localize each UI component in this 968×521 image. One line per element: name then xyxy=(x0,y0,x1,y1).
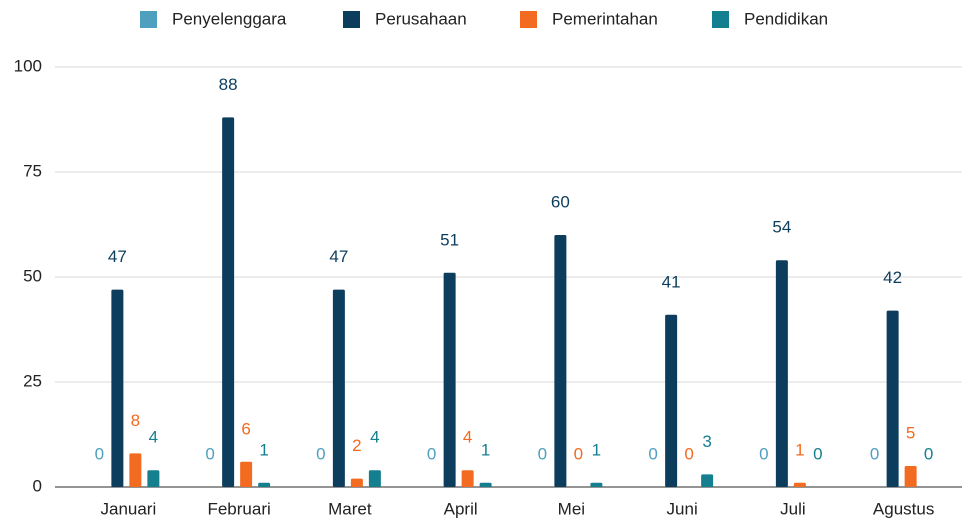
x-tick-label: Januari xyxy=(100,499,156,518)
legend-label: Perusahaan xyxy=(375,9,467,28)
legend-swatch xyxy=(520,11,537,28)
bar xyxy=(479,482,492,487)
data-label: 5 xyxy=(906,423,915,442)
legend-label: Pemerintahan xyxy=(552,9,658,28)
data-label: 0 xyxy=(813,444,822,463)
data-label: 1 xyxy=(795,440,804,459)
data-label: 4 xyxy=(370,428,379,447)
bar xyxy=(350,478,363,487)
data-label: 0 xyxy=(538,444,547,463)
legend-label: Penyelenggara xyxy=(172,9,287,28)
bar xyxy=(258,482,271,487)
bar xyxy=(904,466,917,487)
x-tick-label: Juli xyxy=(780,499,806,518)
bar xyxy=(147,470,160,487)
data-label: 0 xyxy=(95,444,104,463)
x-tick-label: Agustus xyxy=(873,499,934,518)
data-label: 0 xyxy=(684,444,693,463)
data-label: 0 xyxy=(870,444,879,463)
data-label: 4 xyxy=(149,428,158,447)
legend-label: Pendidikan xyxy=(744,9,828,28)
bar xyxy=(332,289,345,487)
data-label: 0 xyxy=(759,444,768,463)
legend-swatch xyxy=(343,11,360,28)
data-label: 0 xyxy=(648,444,657,463)
data-label: 0 xyxy=(574,444,583,463)
data-label: 0 xyxy=(205,444,214,463)
bar xyxy=(111,289,124,487)
data-label: 0 xyxy=(427,444,436,463)
bar xyxy=(443,272,456,487)
y-tick-label: 50 xyxy=(23,266,42,285)
data-label: 47 xyxy=(108,247,127,266)
y-tick-label: 100 xyxy=(14,56,42,75)
y-tick-label: 0 xyxy=(33,476,42,495)
bar xyxy=(240,461,253,487)
bar xyxy=(775,260,788,487)
y-tick-label: 25 xyxy=(23,371,42,390)
data-label: 41 xyxy=(662,272,681,291)
x-tick-label: Februari xyxy=(207,499,270,518)
x-tick-label: Maret xyxy=(328,499,372,518)
data-label: 3 xyxy=(702,432,711,451)
bar xyxy=(222,117,235,488)
y-tick-label: 75 xyxy=(23,161,42,180)
data-label: 51 xyxy=(440,230,459,249)
legend-swatch xyxy=(140,11,157,28)
x-tick-label: Mei xyxy=(558,499,585,518)
data-label: 47 xyxy=(329,247,348,266)
data-label: 1 xyxy=(592,440,601,459)
data-label: 1 xyxy=(481,440,490,459)
data-label: 42 xyxy=(883,268,902,287)
bar xyxy=(129,453,142,487)
bar xyxy=(461,470,474,487)
data-label: 2 xyxy=(352,436,361,455)
data-label: 60 xyxy=(551,192,570,211)
bar xyxy=(886,310,899,487)
bar xyxy=(701,474,714,487)
data-label: 88 xyxy=(219,75,238,94)
data-label: 8 xyxy=(131,411,140,430)
data-label: 54 xyxy=(772,218,791,237)
bar xyxy=(793,482,806,487)
bar xyxy=(554,235,567,487)
legend-swatch xyxy=(712,11,729,28)
bar xyxy=(590,482,603,487)
x-tick-label: April xyxy=(444,499,478,518)
data-label: 4 xyxy=(463,428,472,447)
data-label: 0 xyxy=(316,444,325,463)
data-label: 6 xyxy=(241,419,250,438)
data-label: 1 xyxy=(259,440,268,459)
data-label: 0 xyxy=(924,444,933,463)
bar xyxy=(665,314,678,487)
bar xyxy=(368,470,381,487)
x-tick-label: Juni xyxy=(667,499,698,518)
